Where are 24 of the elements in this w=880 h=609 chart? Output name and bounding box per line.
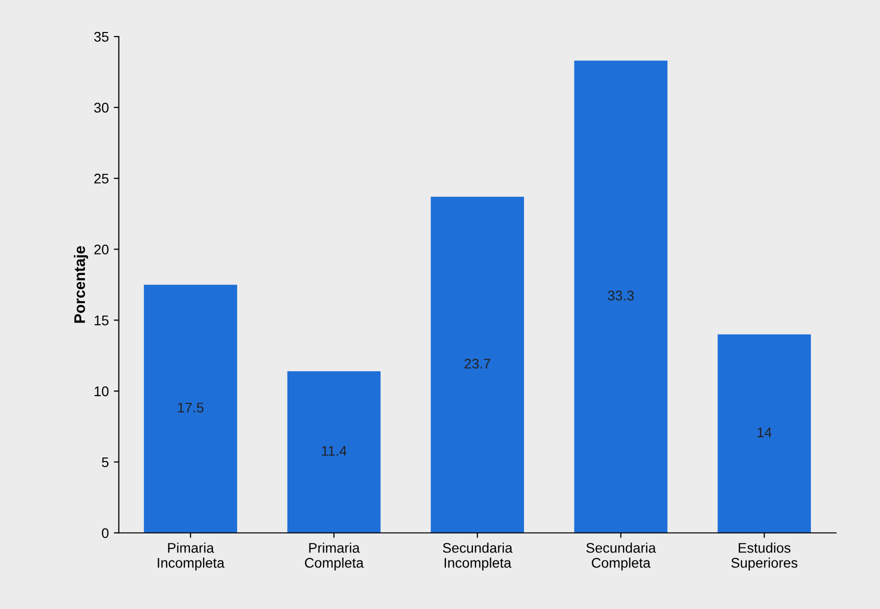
x-tick-label: Estudios Superiores	[731, 542, 798, 571]
y-tick-label: 5	[102, 457, 108, 468]
x-tick-label: Secundaria Completa	[586, 542, 656, 571]
bar	[574, 60, 668, 533]
data-label: 33.3	[608, 290, 634, 300]
bar	[430, 196, 524, 533]
bar	[144, 284, 238, 533]
data-label: 14	[758, 428, 772, 438]
bar	[718, 334, 811, 533]
y-tick-label: 0	[102, 528, 109, 538]
y-tick-label: 25	[94, 174, 108, 184]
data-label: 11.4	[322, 446, 347, 456]
y-tick-label: 15	[94, 316, 108, 326]
data-label: 17.5	[178, 402, 204, 413]
x-tick-label: Primaria Completa	[304, 542, 364, 571]
x-tick-label: Pimaria Incompleta	[158, 542, 224, 571]
y-tick-label: 35	[94, 32, 108, 42]
y-tick-label: 20	[94, 244, 109, 254]
data-label: 23.7	[464, 358, 490, 369]
y-tick-label: 10	[94, 386, 109, 396]
bar	[287, 371, 381, 533]
x-tick-label: Secundaria Incompleta	[442, 542, 513, 571]
y-axis-title: Porcentaje	[74, 246, 88, 323]
y-tick-label: 30	[94, 102, 109, 113]
